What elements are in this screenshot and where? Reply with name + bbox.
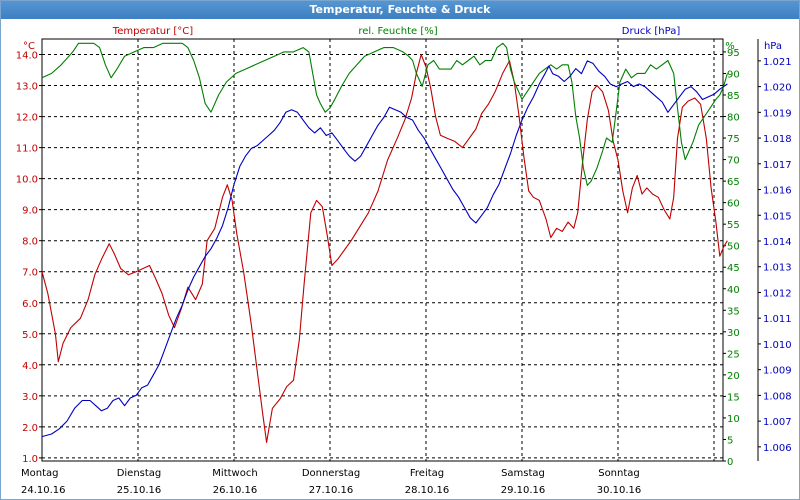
x-tick-weekday: Sonntag <box>598 468 640 479</box>
temperature-tick-label: 1.0 <box>22 454 38 465</box>
temperature-tick-label: 2.0 <box>22 423 38 434</box>
pressure-tick-label: 1.009 <box>763 366 792 377</box>
x-tick-date: 30.10.16 <box>597 485 642 496</box>
humidity-tick-label: 10 <box>727 414 740 425</box>
humidity-tick-label: 40 <box>727 285 740 296</box>
humidity-tick-label: 60 <box>727 199 740 210</box>
pressure-tick-label: 1.010 <box>763 340 792 351</box>
legend-humidity: rel. Feuchte [%] <box>358 26 437 37</box>
humidity-tick-label: 35 <box>727 306 740 317</box>
humidity-tick-label: 25 <box>727 349 740 360</box>
pressure-tick-label: 1.011 <box>763 314 792 325</box>
window-title: Temperatur, Feuchte & Druck <box>1 1 799 19</box>
legend-pressure: Druck [hPa] <box>622 26 681 37</box>
temperature-tick-label: 10.0 <box>16 175 38 186</box>
humidity-tick-label: 0 <box>727 457 733 468</box>
x-tick-weekday: Mittwoch <box>212 468 257 479</box>
temperature-line <box>41 53 728 443</box>
temperature-unit-label: °C <box>23 41 35 52</box>
x-tick-date: 26.10.16 <box>213 485 258 496</box>
x-tick-weekday: Donnerstag <box>302 468 360 479</box>
humidity-tick-label: 95 <box>727 48 740 59</box>
humidity-tick-label: 70 <box>727 156 740 167</box>
pressure-tick-label: 1.007 <box>763 417 792 428</box>
humidity-tick-label: 45 <box>727 263 740 274</box>
pressure-tick-label: 1.015 <box>763 211 792 222</box>
humidity-tick-label: 85 <box>727 91 740 102</box>
legend-temperature: Temperatur [°C] <box>112 26 193 37</box>
humidity-tick-label: 5 <box>727 435 733 446</box>
temperature-tick-label: 3.0 <box>22 392 38 403</box>
temperature-tick-label: 4.0 <box>22 361 38 372</box>
plot-frame <box>41 38 724 462</box>
humidity-tick-label: 75 <box>727 134 740 145</box>
temperature-tick-label: 8.0 <box>22 237 38 248</box>
pressure-tick-label: 1.018 <box>763 134 792 145</box>
x-tick-weekday: Samstag <box>501 468 545 479</box>
x-tick-weekday: Montag <box>21 468 58 479</box>
temperature-tick-label: 11.0 <box>16 144 38 155</box>
x-tick-weekday: Freitag <box>410 468 444 479</box>
pressure-tick-label: 1.021 <box>763 57 792 68</box>
pressure-line <box>41 60 728 438</box>
humidity-tick-label: 90 <box>727 69 740 80</box>
pressure-tick-label: 1.020 <box>763 83 792 94</box>
pressure-tick-label: 1.019 <box>763 108 792 119</box>
temperature-tick-label: 7.0 <box>22 268 38 279</box>
pressure-tick-label: 1.012 <box>763 288 792 299</box>
humidity-line <box>41 42 728 186</box>
x-tick-weekday: Dienstag <box>117 468 162 479</box>
humidity-tick-label: 30 <box>727 328 740 339</box>
humidity-tick-label: 55 <box>727 220 740 231</box>
humidity-tick-label: 15 <box>727 392 740 403</box>
humidity-tick-label: 20 <box>727 371 740 382</box>
humidity-unit-label: % <box>725 41 735 52</box>
pressure-tick-label: 1.016 <box>763 186 792 197</box>
temperature-tick-label: 6.0 <box>22 299 38 310</box>
humidity-tick-label: 50 <box>727 242 740 253</box>
pressure-tick-label: 1.017 <box>763 160 792 171</box>
x-tick-date: 27.10.16 <box>309 485 354 496</box>
pressure-tick-label: 1.013 <box>763 263 792 274</box>
x-tick-date: 25.10.16 <box>117 485 162 496</box>
pressure-tick-label: 1.014 <box>763 237 792 248</box>
humidity-tick-label: 65 <box>727 177 740 188</box>
temperature-tick-label: 14.0 <box>16 51 38 62</box>
x-tick-date: 24.10.16 <box>21 485 66 496</box>
x-tick-date: 29.10.16 <box>501 485 546 496</box>
pressure-tick-label: 1.008 <box>763 391 792 402</box>
temperature-tick-label: 12.0 <box>16 113 38 124</box>
temperature-tick-label: 9.0 <box>22 206 38 217</box>
pressure-tick-label: 1.006 <box>763 443 792 454</box>
humidity-tick-label: 80 <box>727 113 740 124</box>
chart-svg: 1.0 2.0 3.0 4.0 5.0 6.0 7.0 8.0 9.0 10.0 11.0 12.0 1… <box>16 26 792 496</box>
temperature-tick-label: 13.0 <box>16 82 38 93</box>
pressure-unit-label: hPa <box>764 41 782 52</box>
x-tick-date: 28.10.16 <box>405 485 450 496</box>
temperature-tick-label: 5.0 <box>22 330 38 341</box>
